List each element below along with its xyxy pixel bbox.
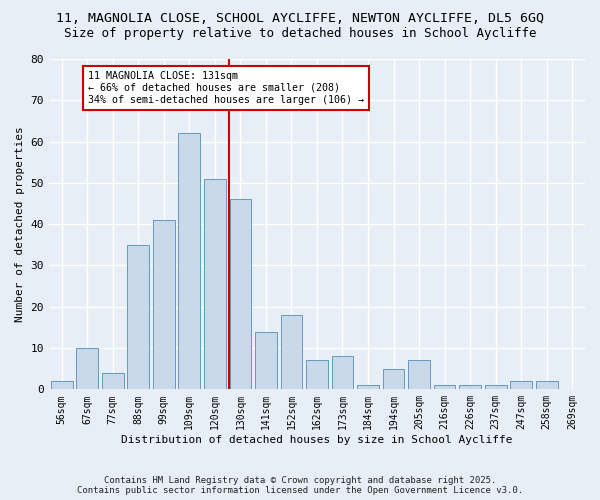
- Bar: [383, 368, 404, 390]
- Bar: [485, 385, 506, 390]
- Text: 11 MAGNOLIA CLOSE: 131sqm
← 66% of detached houses are smaller (208)
34% of semi: 11 MAGNOLIA CLOSE: 131sqm ← 66% of detac…: [88, 72, 364, 104]
- Bar: [76, 348, 98, 390]
- Bar: [459, 385, 481, 390]
- Y-axis label: Number of detached properties: Number of detached properties: [15, 126, 25, 322]
- Bar: [536, 381, 557, 390]
- Bar: [511, 381, 532, 390]
- Text: Contains HM Land Registry data © Crown copyright and database right 2025.
Contai: Contains HM Land Registry data © Crown c…: [77, 476, 523, 495]
- Bar: [281, 315, 302, 390]
- Bar: [153, 220, 175, 390]
- Bar: [434, 385, 455, 390]
- Bar: [204, 178, 226, 390]
- Text: Size of property relative to detached houses in School Aycliffe: Size of property relative to detached ho…: [64, 28, 536, 40]
- Bar: [178, 134, 200, 390]
- Bar: [230, 200, 251, 390]
- Bar: [255, 332, 277, 390]
- Bar: [357, 385, 379, 390]
- Bar: [102, 373, 124, 390]
- Bar: [127, 245, 149, 390]
- Bar: [332, 356, 353, 390]
- Bar: [408, 360, 430, 390]
- X-axis label: Distribution of detached houses by size in School Aycliffe: Distribution of detached houses by size …: [121, 435, 513, 445]
- Bar: [51, 381, 73, 390]
- Text: 11, MAGNOLIA CLOSE, SCHOOL AYCLIFFE, NEWTON AYCLIFFE, DL5 6GQ: 11, MAGNOLIA CLOSE, SCHOOL AYCLIFFE, NEW…: [56, 12, 544, 26]
- Bar: [306, 360, 328, 390]
